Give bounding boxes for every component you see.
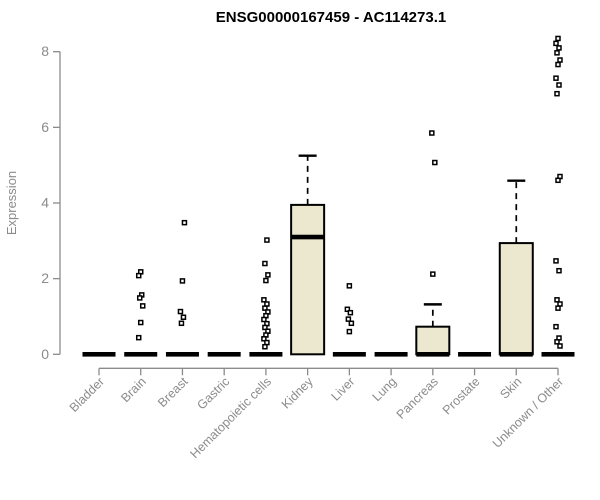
- y-tick-label: 2: [41, 270, 49, 286]
- outlier-point: [553, 323, 559, 330]
- outlier-point: [554, 297, 560, 303]
- plot-area: 0 2 4 6 8 Bladder Brain Breast GastricHematopoie…: [41, 35, 575, 462]
- x-tick-label: Lung: [370, 374, 400, 404]
- outlier-point: [262, 305, 268, 311]
- outlier-point: [263, 277, 269, 284]
- y-tick-label: 4: [41, 195, 49, 211]
- outlier-point: [554, 90, 560, 97]
- outlier-point: [430, 271, 436, 277]
- outlier-point: [346, 283, 353, 289]
- outlier-point: [264, 301, 270, 307]
- outlier-point: [556, 45, 562, 51]
- outlier-point: [553, 40, 559, 47]
- x-tick-label: Pancreas: [394, 375, 441, 422]
- outlier-point: [264, 339, 270, 346]
- y-tick-label: 6: [41, 119, 49, 135]
- median-line: [82, 352, 116, 357]
- outlier-point: [348, 320, 355, 327]
- box-skin: [498, 242, 534, 356]
- outlier-point: [262, 260, 268, 267]
- y-tick-label: 0: [41, 346, 49, 362]
- median-line: [124, 352, 158, 357]
- median-line: [291, 234, 325, 240]
- outlier-point: [555, 177, 561, 184]
- outlier-point: [554, 50, 560, 56]
- box-pancreas: [415, 325, 451, 356]
- outlier-point: [178, 320, 185, 327]
- x-tick-label: Prostate: [440, 374, 483, 417]
- outlier-point: [261, 316, 267, 323]
- x-tick-label: Liver: [328, 375, 357, 404]
- median-line: [165, 352, 199, 357]
- outlier-point: [553, 258, 559, 264]
- outlier-point: [347, 309, 354, 316]
- outlier-point: [265, 272, 271, 278]
- median-line: [374, 352, 408, 357]
- box-kidney: [290, 203, 326, 356]
- outlier-point: [264, 237, 270, 243]
- median-line: [541, 352, 575, 357]
- outlier-point: [554, 339, 560, 345]
- outlier-point: [181, 219, 188, 226]
- x-tick-label: Bladder: [67, 375, 107, 415]
- outlier-point: [429, 130, 435, 136]
- chart-title: ENSG00000167459 - AC114273.1: [216, 9, 446, 26]
- outlier-point: [262, 343, 268, 350]
- y-tick-label: 8: [41, 43, 49, 59]
- outlier-point: [135, 272, 142, 279]
- outlier-point: [344, 306, 351, 313]
- x-tick-label: Breast: [155, 374, 191, 410]
- x-tick-label: Hematopoietic cells: [187, 375, 274, 462]
- median-line: [249, 352, 283, 357]
- median-line: [499, 352, 533, 357]
- y-axis-label: Expression: [4, 171, 19, 235]
- outlier-point: [261, 336, 267, 342]
- median-line: [458, 352, 492, 357]
- x-tick-label: Unknown / Other: [490, 375, 566, 451]
- outlier-point: [135, 334, 142, 341]
- median-line: [416, 352, 450, 357]
- outlier-point: [556, 82, 562, 88]
- median-line: [207, 352, 241, 357]
- median-line: [332, 352, 366, 357]
- outlier-point: [557, 343, 563, 349]
- outlier-point: [262, 324, 268, 331]
- outlier-point: [137, 319, 144, 326]
- x-tick-label: Gastric: [194, 375, 232, 413]
- x-tick-label: Brain: [118, 374, 149, 405]
- outlier-point: [557, 301, 563, 307]
- outlier-point: [346, 328, 353, 335]
- outlier-point: [556, 267, 562, 274]
- outlier-point: [555, 35, 561, 42]
- outlier-point: [555, 305, 561, 311]
- outlier-point: [345, 316, 352, 322]
- outlier-point: [139, 303, 146, 309]
- outlier-point: [177, 308, 184, 315]
- outlier-point: [557, 57, 563, 63]
- x-tick-label: Skin: [497, 374, 524, 401]
- outlier-point: [180, 314, 187, 320]
- outlier-point: [261, 297, 267, 303]
- outlier-point: [432, 159, 438, 166]
- outlier-point: [179, 278, 186, 284]
- outlier-point: [555, 61, 561, 68]
- outlier-point: [136, 295, 143, 301]
- x-tick-label: Kidney: [279, 374, 316, 411]
- outlier-point: [553, 75, 559, 81]
